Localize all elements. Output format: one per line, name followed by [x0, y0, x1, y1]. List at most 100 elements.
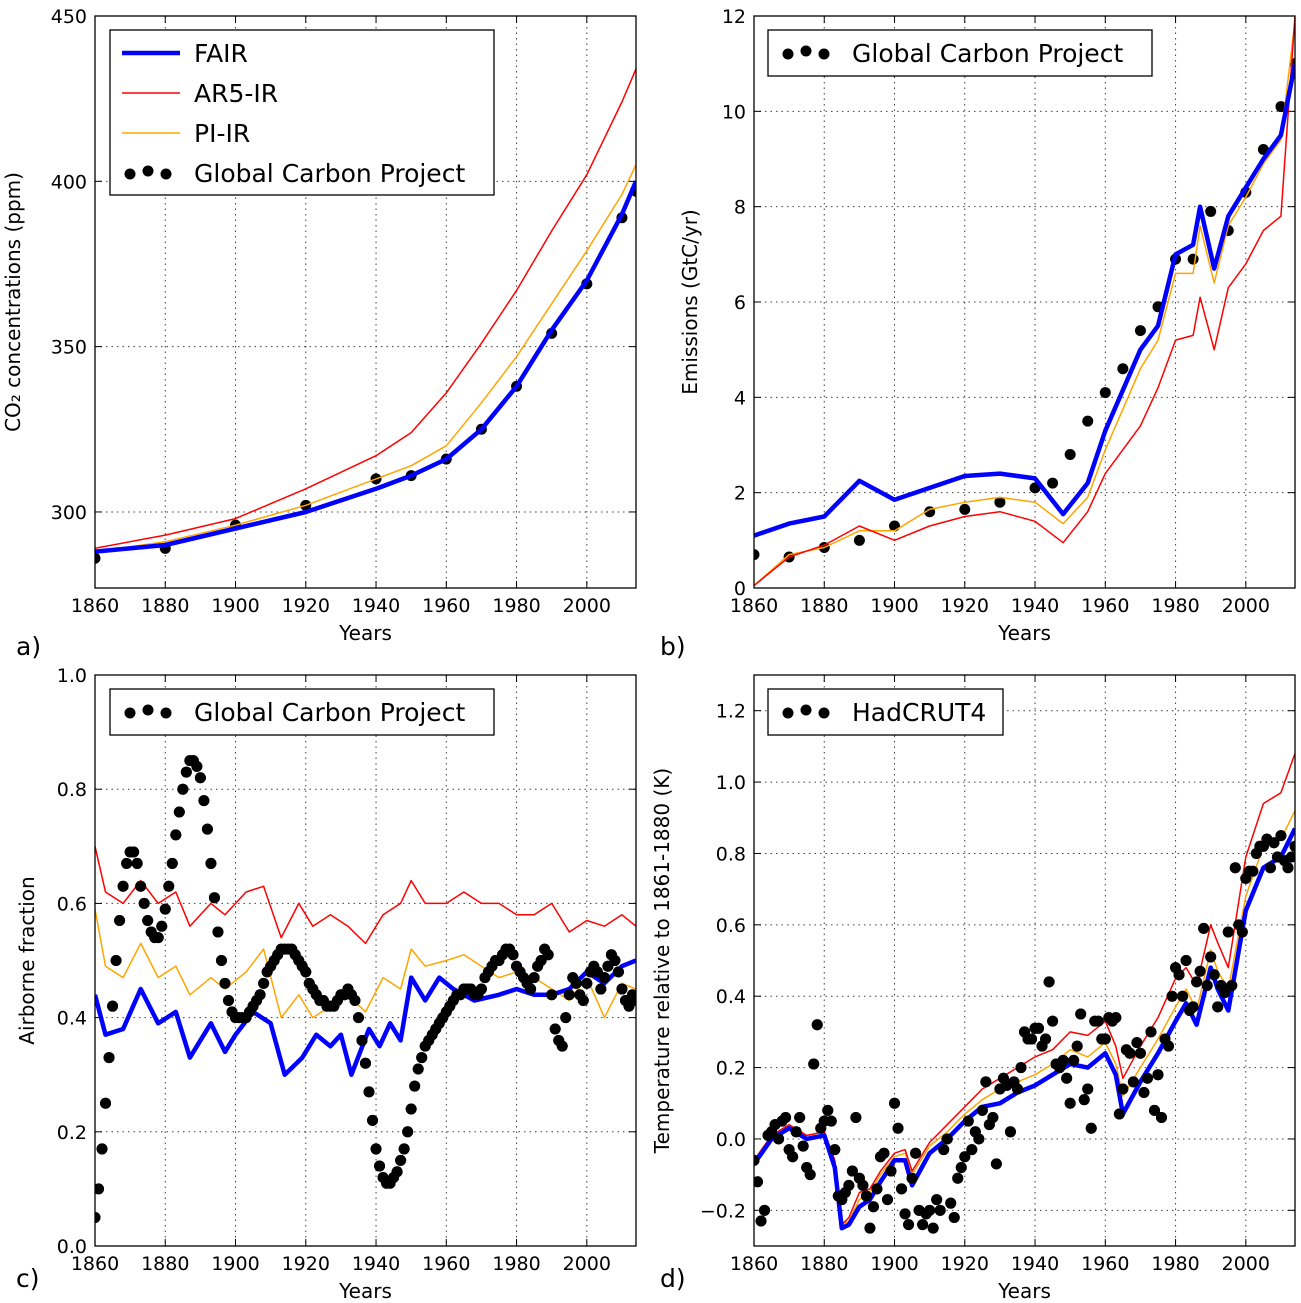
x-tick-label: 1920: [941, 1253, 989, 1275]
legend: FAIR AR5-IR PI-IR Global Carbon Project: [109, 29, 495, 196]
x-tick-label: 1960: [422, 595, 470, 617]
legend-label: Global Carbon Project: [194, 698, 465, 727]
data-point: [363, 1086, 375, 1098]
y-tick-label: 0.4: [716, 986, 746, 1008]
y-tick-label: 6: [734, 292, 746, 314]
legend-marker: [782, 707, 794, 719]
data-point: [191, 760, 203, 772]
data-point: [1285, 851, 1295, 863]
x-tick-label: 1860: [730, 595, 778, 617]
y-tick-label: 0.6: [716, 915, 746, 937]
y-tick-label: 12: [722, 6, 746, 28]
scatter-overlay: [754, 830, 1295, 1234]
legend-marker: [818, 707, 830, 719]
data-point: [103, 1052, 115, 1064]
data-point: [1026, 1033, 1038, 1045]
chart-panel-3: 1860 1880 1900 1920 1940 1960 1980 2000 0.0 0.2 0.…: [15, 665, 637, 1303]
data-point: [1208, 969, 1220, 981]
data-point: [1282, 862, 1294, 874]
data-point: [549, 1023, 561, 1035]
data-point: [934, 1204, 946, 1216]
legend: Global Carbon Project: [109, 688, 495, 736]
data-point: [1071, 1040, 1083, 1052]
data-point: [843, 1179, 855, 1191]
legend-label: HadCRUT4: [852, 698, 986, 727]
x-tick-label: 1960: [422, 1253, 470, 1275]
data-point: [402, 1126, 414, 1138]
panel-label: b): [660, 632, 686, 661]
data-point: [95, 552, 101, 564]
data-point: [773, 1133, 785, 1145]
data-point: [931, 1194, 943, 1206]
scatter-series-3: [95, 755, 636, 1223]
y-tick-label: 4: [734, 387, 746, 409]
y-tick-label: 0.0: [57, 1236, 87, 1258]
data-point: [987, 1112, 999, 1124]
data-point: [1187, 253, 1199, 265]
data-point: [962, 1115, 974, 1127]
data-point: [156, 920, 168, 932]
data-point: [152, 932, 164, 944]
data-point: [198, 795, 210, 807]
data-point: [1201, 979, 1213, 991]
data-point: [507, 949, 519, 961]
scatter-series-3: [95, 185, 636, 564]
data-point: [1177, 990, 1189, 1002]
data-point: [846, 1165, 858, 1177]
line-series-1: [754, 16, 1295, 587]
data-point: [1110, 1012, 1122, 1024]
legend-marker: [160, 707, 172, 719]
data-point: [219, 977, 231, 989]
data-point: [114, 915, 126, 927]
line-series-0: [95, 958, 636, 1077]
legend-marker: [800, 704, 812, 716]
data-point: [1015, 1062, 1027, 1074]
x-tick-label: 1920: [282, 1253, 330, 1275]
data-point: [560, 1012, 572, 1024]
data-point: [581, 977, 593, 989]
y-tick-label: 10: [722, 101, 746, 123]
data-point: [780, 1112, 792, 1124]
y-tick-label: 0.2: [716, 1058, 746, 1080]
data-point: [1033, 1022, 1045, 1034]
data-point: [1194, 965, 1206, 977]
data-point: [96, 1143, 108, 1155]
data-point: [1131, 1037, 1143, 1049]
data-point: [1191, 976, 1203, 988]
data-point: [577, 994, 589, 1006]
data-point: [1040, 1033, 1052, 1045]
legend: Global Carbon Project: [767, 29, 1153, 77]
x-tick-label: 2000: [563, 1253, 611, 1275]
data-point: [194, 772, 206, 784]
data-point: [1198, 922, 1210, 934]
x-tick-label: 1940: [1011, 595, 1059, 617]
data-point: [1222, 926, 1234, 938]
data-point: [570, 977, 582, 989]
legend-label: FAIR: [194, 39, 248, 68]
legend-marker: [782, 48, 794, 60]
data-point: [258, 977, 270, 989]
data-point: [391, 1166, 403, 1178]
data-point: [525, 983, 537, 995]
data-point: [994, 496, 1006, 508]
legend-marker: [124, 168, 136, 180]
plot-area: [754, 753, 1295, 1234]
legend-box: [109, 29, 495, 196]
data-point: [924, 1204, 936, 1216]
y-tick-label: 350: [51, 337, 87, 359]
data-point: [973, 1133, 985, 1145]
data-point: [1145, 1026, 1157, 1038]
x-tick-label: 1900: [870, 595, 918, 617]
data-point: [208, 892, 220, 904]
x-tick-label: 1980: [1151, 595, 1199, 617]
data-point: [95, 1211, 101, 1223]
data-point: [1047, 1015, 1059, 1027]
x-tick-label: 1920: [282, 595, 330, 617]
data-point: [609, 955, 621, 966]
data-point: [867, 1201, 879, 1213]
data-point: [1173, 969, 1185, 981]
x-tick-label: 1860: [730, 1253, 778, 1275]
legend-label: Global Carbon Project: [194, 159, 465, 188]
data-point: [980, 1076, 992, 1088]
chart-panel-4: 1860 1880 1900 1920 1940 1960 1980 2000 −0.2 0.0 0…: [650, 674, 1296, 1303]
